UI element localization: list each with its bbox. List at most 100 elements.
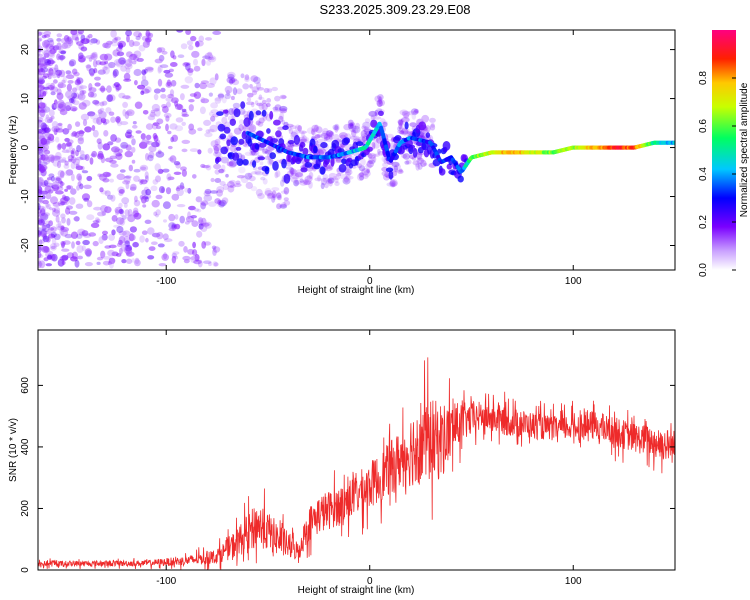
spectrogram-noise-blob [81,38,90,45]
spectrogram-noise-blob [65,207,71,215]
spectrogram-noise-blob [232,87,238,96]
spectrogram-ridge-blob [415,141,423,147]
spectrogram-noise-blob [207,128,215,133]
spectrogram-noise-blob [261,148,268,155]
spectrogram-noise-blob [66,252,75,259]
spectrogram-noise-blob [188,99,195,103]
spectrogram-noise-blob [378,99,386,107]
spectrogram-noise-blob [194,253,200,262]
spectrogram-noise-blob [77,135,84,141]
spectrogram-noise-blob [158,186,165,194]
spectrogram-noise-blob [333,126,340,131]
spectrogram-noise-blob [386,133,394,138]
spectrogram-noise-blob [84,153,90,162]
spectrogram-noise-blob [185,215,195,223]
spectrogram-ridge-blob [235,146,242,151]
spectrogram-noise-blob [38,37,43,42]
spectrogram-noise-blob [151,241,158,245]
spectrogram-noise-blob [104,60,109,65]
spectrogram-noise-blob [98,173,108,181]
spectrogram-noise-blob [92,220,100,224]
spectrogram-noise-blob [351,129,357,137]
spectrogram-x-ticks: -100 0 100 [156,30,582,287]
spectrogram-noise-blob [116,51,125,57]
spectrogram-noise-blob [56,92,64,100]
spectrogram-noise-blob [418,134,425,139]
spectrogram-noise-blob [200,97,206,103]
spectrogram-noise-blob [185,30,191,35]
spectrogram-noise-blob [114,206,123,214]
spectrogram-noise-blob [57,83,67,89]
spectrogram-noise-blob [57,170,65,178]
spectrogram-noise-blob [48,39,55,47]
spectrogram-noise-blob [285,166,293,170]
spectrogram-noise-blob [60,181,65,186]
spectrogram-noise-blob [38,219,44,224]
spectrogram-noise-blob [75,85,83,91]
spectrogram-noise-blob [133,30,142,38]
spectrogram-noise-blob [397,169,404,174]
spectrogram-noise-blob [70,149,74,155]
spectrogram-noise-blob [38,31,44,36]
spectrogram-noise-blob [66,218,71,226]
spectrogram-noise-blob [250,75,259,82]
spectrogram-noise-blob [38,53,44,57]
spectrogram-noise-blob [176,185,185,190]
spectrogram-ridge-blob [438,168,446,176]
spectrogram-noise-blob [295,169,303,178]
spectrogram-noise-blob [83,184,92,189]
spectrogram-noise-blob [73,92,80,100]
spectrogram-noise-blob [393,165,398,172]
spectrogram-noise-blob [79,150,85,156]
spectrogram-noise-blob [70,156,77,164]
spectrogram-noise-blob [115,152,123,160]
spectrogram-noise-blob [383,173,390,181]
spectrogram-noise-blob [72,68,78,75]
spectrogram-noise-blob [429,124,436,131]
spectrogram-noise-blob [412,160,420,166]
spectrogram-noise-blob [150,185,158,192]
spectrogram-noise-blob [181,108,187,112]
spectrogram-ridge-blob [270,138,279,143]
spectrogram-noise-blob [173,161,181,166]
y-tick-label: 0 [20,567,31,573]
spectrogram-noise-blob [38,262,43,267]
spectrogram-noise-blob [78,55,87,62]
spectrogram-noise-blob [60,229,69,237]
spectrogram-noise-blob [74,259,80,268]
spectrogram-ridge-blob [331,139,340,149]
spectrogram-noise-blob [411,112,417,120]
spectrogram-noise-blob [119,247,123,255]
spectrogram-noise-blob [77,181,82,187]
spectrogram-noise-blob [166,79,172,87]
spectrogram-noise-blob [227,73,235,80]
spectrogram-noise-blob [90,222,100,228]
spectrogram-noise-blob [322,127,329,135]
spectrogram-noise-blob [144,171,149,180]
spectrogram-noise-blob [90,53,98,61]
spectrogram-noise-blob [71,148,76,155]
y-tick-label: 400 [20,438,31,455]
spectrogram-noise-blob [75,164,80,168]
spectrogram-noise-blob [57,99,65,107]
spectrogram-noise-blob [76,77,84,84]
spectrogram-noise-blob [99,187,104,193]
spectrogram-noise-blob [116,119,123,127]
spectrogram-noise-blob [81,99,91,107]
spectrogram-noise-blob [239,119,244,125]
spectrogram-noise-blob [51,253,58,262]
spectrogram-noise-blob [261,99,267,104]
spectrogram-noise-blob [46,140,51,145]
spectrogram-noise-blob [257,121,264,127]
spectrogram-noise-blob [343,123,351,131]
spectrogram-noise-blob [65,169,74,176]
spectrogram-noise-blob [174,223,181,230]
spectrogram-ridge-blob [222,109,229,114]
spectrogram-noise-blob [44,59,50,64]
spectrogram-noise-blob [126,258,133,264]
spectrogram-noise-blob [43,31,52,36]
spectrogram-noise-blob [225,89,231,97]
spectrogram-noise-blob [188,45,194,51]
spectrogram-noise-blob [370,154,376,161]
spectrogram-noise-blob [135,35,141,41]
